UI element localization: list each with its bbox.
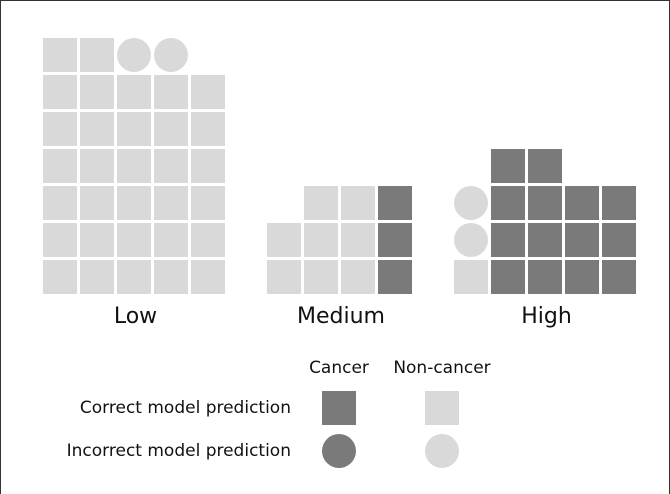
unit-square	[117, 112, 151, 146]
legend-swatch	[322, 434, 356, 468]
unit-square	[528, 260, 562, 294]
unit-square	[304, 260, 338, 294]
unit-square	[528, 186, 562, 220]
unit-square	[80, 260, 114, 294]
unit-square	[565, 223, 599, 257]
unit-square	[491, 186, 525, 220]
legend-column-label: Cancer	[309, 358, 369, 378]
unit-square	[341, 260, 375, 294]
legend-swatch	[425, 391, 459, 425]
unit-square	[491, 149, 525, 183]
unit-square	[154, 223, 188, 257]
unit-circle	[454, 223, 488, 257]
unit-square	[491, 223, 525, 257]
unit-square	[304, 186, 338, 220]
unit-square	[43, 186, 77, 220]
unit-square	[80, 112, 114, 146]
unit-square	[341, 223, 375, 257]
unit-square	[267, 260, 301, 294]
unit-square	[191, 260, 225, 294]
unit-circle	[117, 38, 151, 72]
unit-square	[43, 75, 77, 109]
unit-circle	[154, 38, 188, 72]
unit-square	[304, 223, 338, 257]
legend-row-label: Incorrect model prediction	[67, 441, 291, 461]
legend-swatch	[322, 391, 356, 425]
unit-circle	[454, 186, 488, 220]
legend-row-label: Correct model prediction	[80, 398, 291, 418]
unit-square	[154, 149, 188, 183]
unit-square	[117, 75, 151, 109]
unit-square	[43, 149, 77, 183]
unit-square	[80, 186, 114, 220]
unit-square	[80, 38, 114, 72]
category-label: Low	[114, 304, 157, 329]
unit-square	[191, 75, 225, 109]
unit-square	[378, 186, 412, 220]
unit-square	[528, 149, 562, 183]
unit-square	[378, 223, 412, 257]
unit-square	[491, 260, 525, 294]
unit-square	[80, 75, 114, 109]
legend-column-label: Non-cancer	[393, 358, 490, 378]
unit-square	[117, 149, 151, 183]
unit-square	[43, 112, 77, 146]
unit-square	[117, 223, 151, 257]
unit-square	[565, 260, 599, 294]
unit-square	[117, 260, 151, 294]
unit-square	[154, 260, 188, 294]
category-label: High	[521, 304, 572, 329]
unit-square	[154, 186, 188, 220]
unit-square	[454, 260, 488, 294]
unit-square	[191, 112, 225, 146]
unit-square	[154, 112, 188, 146]
unit-square	[43, 260, 77, 294]
unit-square	[528, 223, 562, 257]
unit-square	[80, 223, 114, 257]
unit-square	[602, 186, 636, 220]
category-label: Medium	[297, 304, 385, 329]
unit-square	[154, 75, 188, 109]
unit-square	[191, 223, 225, 257]
unit-square	[43, 38, 77, 72]
unit-square	[117, 186, 151, 220]
unit-square	[602, 223, 636, 257]
unit-square	[80, 149, 114, 183]
unit-square	[565, 186, 599, 220]
unit-square	[191, 186, 225, 220]
unit-square	[378, 260, 412, 294]
unit-square	[602, 260, 636, 294]
unit-square	[267, 223, 301, 257]
unit-square	[43, 223, 77, 257]
legend-swatch	[425, 434, 459, 468]
unit-square	[191, 149, 225, 183]
unit-square	[341, 186, 375, 220]
